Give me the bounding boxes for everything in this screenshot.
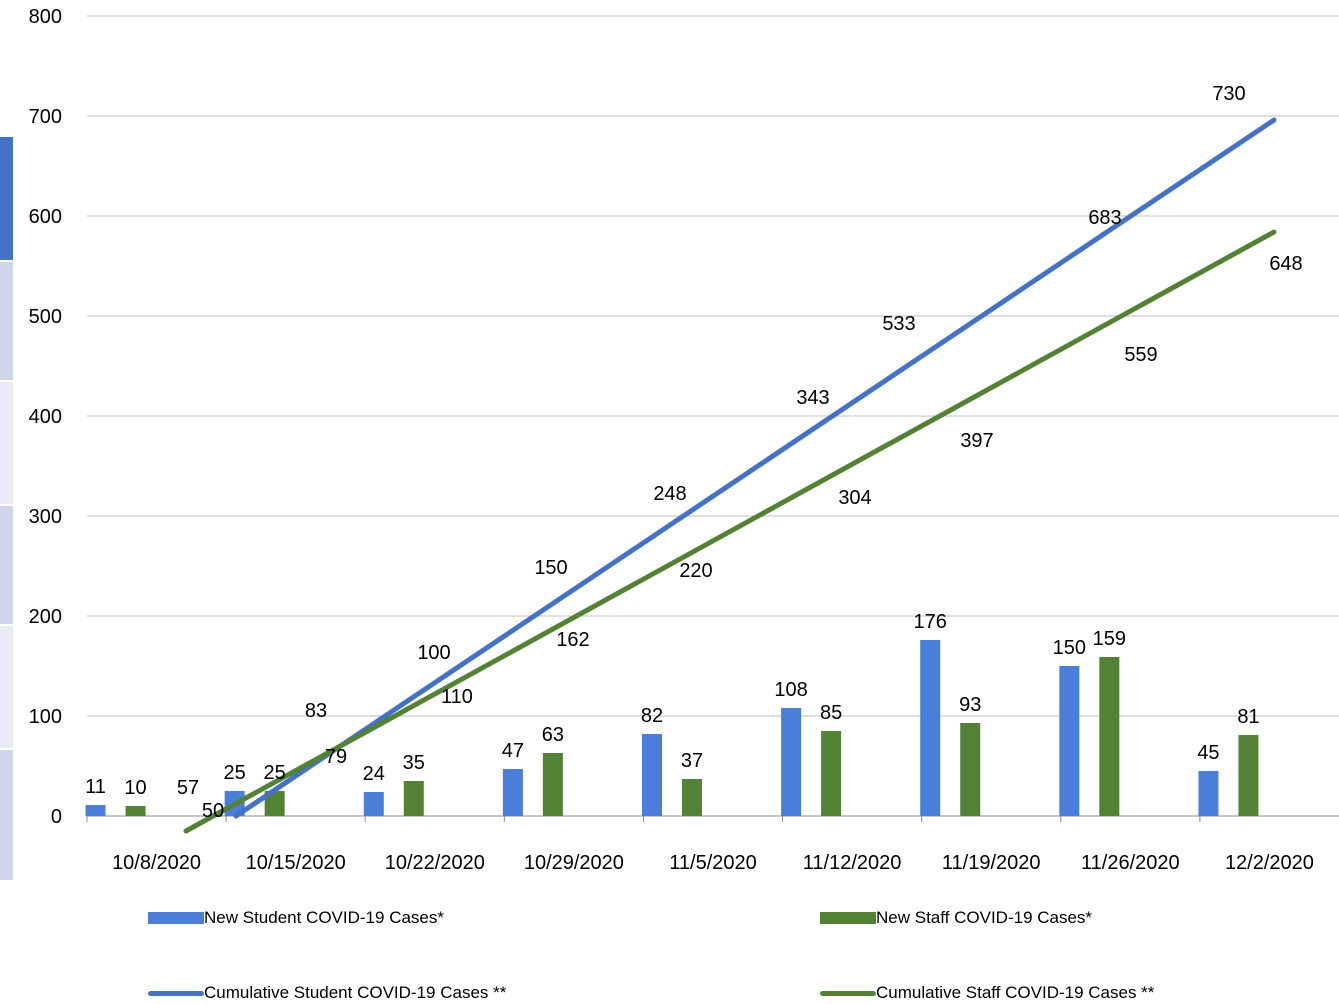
x-tick-11/26/2020: 11/26/2020 bbox=[1081, 852, 1180, 874]
line-cumulative-student bbox=[233, 117, 1277, 819]
x-tick-10/22/2020: 10/22/2020 bbox=[385, 852, 485, 874]
y-tick-0: 0 bbox=[51, 806, 62, 828]
data-label-cumulative-staff-6: 397 bbox=[960, 430, 993, 452]
y-tick-100: 100 bbox=[29, 706, 62, 728]
series-lines bbox=[183, 117, 1277, 834]
y-tick-500: 500 bbox=[29, 306, 62, 328]
x-tick-10/15/2020: 10/15/2020 bbox=[246, 852, 346, 874]
gridlines bbox=[86, 15, 1339, 822]
data-label-cumulative-staff-1: 79 bbox=[325, 746, 347, 768]
side-stripe-light bbox=[0, 262, 13, 380]
data-label-cumulative-student-5: 343 bbox=[796, 387, 829, 409]
x-tick-11/5/2020: 11/5/2020 bbox=[669, 852, 757, 874]
side-stripe-light-3 bbox=[0, 750, 13, 880]
legend-item-cumulative-staff: Cumulative Staff COVID-19 Cases ** bbox=[820, 983, 1154, 1003]
bar-student-4 bbox=[642, 734, 662, 816]
y-tick-600: 600 bbox=[29, 206, 62, 228]
side-stripe-lighter-2 bbox=[0, 626, 13, 748]
bar-staff-8 bbox=[1238, 735, 1259, 816]
data-label-staff-5: 85 bbox=[820, 702, 842, 724]
legend-label-new-student: New Student COVID-19 Cases* bbox=[204, 908, 444, 927]
side-stripe-dark bbox=[0, 137, 13, 260]
data-label-cumulative-student-7: 683 bbox=[1088, 207, 1121, 229]
x-axis-ticks: 10/8/2020 10/15/2020 10/22/2020 10/29/2020 1… bbox=[112, 852, 1314, 874]
bar-student-6 bbox=[920, 640, 941, 816]
data-label-staff-1: 25 bbox=[264, 762, 286, 784]
y-axis-ticks: 0 100 200 300 400 500 600 700 800 bbox=[29, 6, 62, 828]
legend-item-new-student: New Student COVID-19 Cases* bbox=[148, 908, 444, 928]
legend-swatch-new-student bbox=[148, 912, 204, 924]
legend-swatch-new-staff bbox=[820, 912, 876, 924]
data-label-staff-6: 93 bbox=[959, 694, 981, 716]
data-label-student-4: 82 bbox=[641, 705, 663, 727]
data-label-cumulative-staff-0: 50 bbox=[202, 800, 224, 822]
data-label-cumulative-staff-3: 162 bbox=[556, 629, 589, 651]
data-label-cumulative-staff-8: 648 bbox=[1269, 253, 1302, 275]
bar-student-3 bbox=[502, 769, 523, 816]
legend-item-new-staff: New Staff COVID-19 Cases* bbox=[820, 908, 1092, 928]
data-label-cumulative-student-2: 100 bbox=[417, 642, 450, 664]
y-tick-800: 800 bbox=[29, 6, 62, 28]
bar-staff-4 bbox=[682, 779, 702, 816]
legend-swatch-cumulative-staff bbox=[820, 990, 876, 996]
data-label-cumulative-staff-4: 220 bbox=[679, 560, 712, 582]
data-label-staff-8: 81 bbox=[1237, 706, 1259, 728]
legend-label-new-staff: New Staff COVID-19 Cases* bbox=[876, 908, 1093, 927]
bar-staff-5 bbox=[821, 731, 842, 816]
data-label-cumulative-staff-7: 559 bbox=[1124, 344, 1157, 366]
data-label-student-8: 45 bbox=[1197, 742, 1219, 764]
x-tick-11/19/2020: 11/19/2020 bbox=[942, 852, 1041, 874]
data-label-cumulative-staff-2: 110 bbox=[441, 686, 473, 708]
data-label-cumulative-staff-5: 304 bbox=[838, 487, 871, 509]
bar-student-7 bbox=[1059, 666, 1080, 816]
side-stripe-lighter bbox=[0, 382, 13, 504]
data-label-student-7: 150 bbox=[1053, 637, 1086, 659]
legend-item-cumulative-student: Cumulative Student COVID-19 Cases ** bbox=[148, 983, 506, 1003]
y-tick-300: 300 bbox=[29, 506, 62, 528]
data-label-student-3: 47 bbox=[502, 740, 524, 762]
y-tick-200: 200 bbox=[29, 606, 62, 628]
data-label-cumulative-student-4: 248 bbox=[653, 483, 686, 505]
bar-staff-6 bbox=[960, 723, 981, 816]
bar-staff-7 bbox=[1099, 657, 1120, 816]
data-label-cumulative-student-0: 57 bbox=[177, 777, 199, 799]
data-label-cumulative-student-6: 533 bbox=[882, 313, 915, 335]
data-label-staff-7: 159 bbox=[1093, 628, 1126, 650]
data-label-student-2: 24 bbox=[363, 763, 385, 785]
data-label-student-5: 108 bbox=[774, 679, 807, 701]
data-label-cumulative-student-8: 730 bbox=[1212, 83, 1245, 105]
legend-swatch-cumulative-student bbox=[148, 990, 204, 996]
data-label-staff-2: 35 bbox=[403, 752, 425, 774]
bar-student-8 bbox=[1198, 771, 1219, 816]
data-label-student-0: 11 bbox=[85, 776, 106, 798]
data-label-staff-0: 10 bbox=[124, 777, 146, 799]
y-tick-700: 700 bbox=[29, 106, 62, 128]
line-cumulative-staff bbox=[183, 229, 1277, 834]
y-tick-400: 400 bbox=[29, 406, 62, 428]
bar-staff-0 bbox=[125, 806, 146, 816]
x-tick-10/8/2020: 10/8/2020 bbox=[112, 852, 201, 874]
bar-student-0 bbox=[85, 805, 106, 816]
x-tick-10/29/2020: 10/29/2020 bbox=[524, 852, 624, 874]
bars bbox=[85, 640, 1259, 816]
legend-label-cumulative-staff: Cumulative Staff COVID-19 Cases ** bbox=[876, 983, 1155, 1002]
data-label-staff-3: 63 bbox=[542, 724, 564, 746]
data-label-cumulative-student-3: 150 bbox=[534, 557, 567, 579]
data-label-staff-4: 37 bbox=[681, 750, 703, 772]
data-label-student-1: 25 bbox=[224, 762, 246, 784]
bar-staff-2 bbox=[403, 781, 424, 816]
data-label-student-6: 176 bbox=[914, 611, 947, 633]
bar-student-5 bbox=[781, 708, 802, 816]
data-label-cumulative-student-1: 83 bbox=[305, 700, 327, 722]
data-labels: 11 25 24 47 82 108 176 150 45 10 25 35 63 37 85 93 159 81… bbox=[85, 83, 1303, 822]
bar-staff-1 bbox=[264, 791, 285, 816]
x-tick-11/12/2020: 11/12/2020 bbox=[803, 852, 902, 874]
bar-staff-3 bbox=[542, 753, 563, 816]
x-tick-12/2/2020: 12/2/2020 bbox=[1225, 852, 1314, 874]
side-stripe-light-2 bbox=[0, 506, 13, 624]
bar-student-2 bbox=[363, 792, 384, 816]
legend-label-cumulative-student: Cumulative Student COVID-19 Cases ** bbox=[204, 983, 507, 1002]
